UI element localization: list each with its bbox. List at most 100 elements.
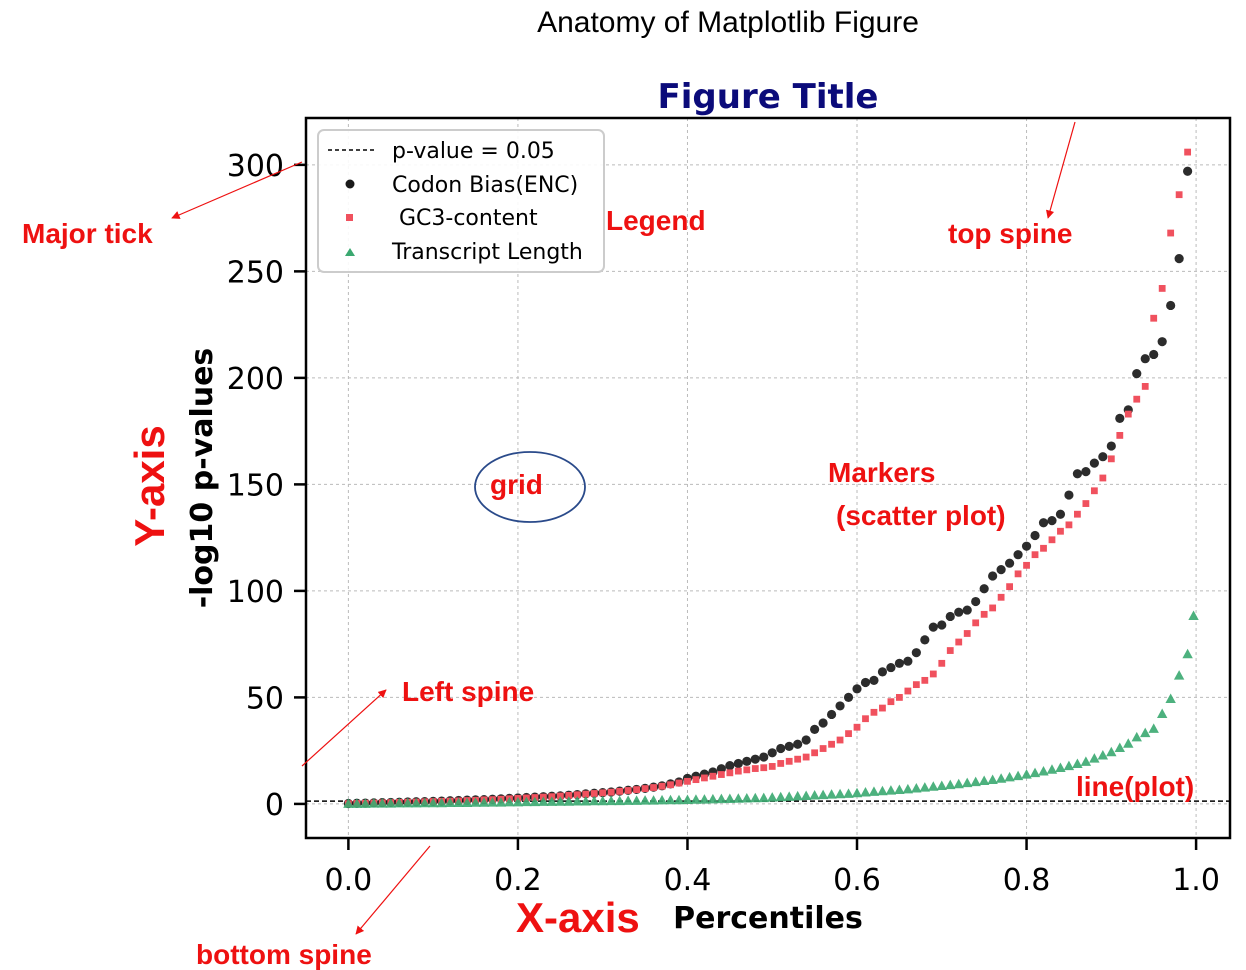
marker-transcript-length [894, 784, 905, 794]
marker-gc3-content [1141, 383, 1149, 390]
marker-transcript-length [377, 798, 388, 808]
annotations: Major tick Legend top spine Y-axis grid … [22, 121, 1194, 970]
marker-transcript-length [936, 780, 947, 790]
annotation-x-axis: X-axis [516, 894, 640, 941]
marker-codon-bias [937, 620, 947, 630]
marker-transcript-length [411, 797, 422, 808]
marker-codon-bias [784, 741, 794, 752]
marker-gc3-content [1065, 521, 1073, 529]
marker-transcript-length [461, 797, 473, 807]
marker-gc3-content [980, 610, 988, 618]
marker-gc3-content [895, 694, 903, 701]
marker-codon-bias [954, 607, 964, 617]
marker-gc3-content [870, 708, 878, 716]
marker-codon-bias [852, 684, 862, 694]
marker-transcript-length [495, 797, 507, 807]
marker-transcript-length [580, 796, 591, 806]
marker-transcript-length [1089, 753, 1100, 763]
marker-gc3-content [1116, 431, 1124, 439]
marker-gc3-content [785, 757, 793, 765]
marker-transcript-length [639, 795, 651, 805]
marker-gc3-content [1090, 487, 1098, 495]
marker-transcript-length [1029, 767, 1041, 778]
marker-transcript-length [572, 796, 583, 806]
marker-transcript-length [1080, 756, 1092, 766]
marker-codon-bias [1021, 541, 1032, 551]
marker-gc3-content [1023, 561, 1030, 569]
marker-transcript-length [834, 788, 846, 799]
marker-codon-bias [971, 596, 981, 607]
marker-codon-bias [742, 756, 752, 766]
legend-square-marker [346, 214, 353, 221]
marker-transcript-length [555, 796, 566, 806]
marker-transcript-length [521, 796, 532, 807]
marker-gc3-content [819, 745, 827, 752]
marker-transcript-length [851, 787, 863, 798]
marker-transcript-length [1055, 762, 1066, 773]
marker-transcript-length [953, 778, 964, 789]
marker-gc3-content [751, 765, 759, 772]
marker-transcript-length [962, 777, 973, 788]
marker-codon-bias [945, 611, 955, 622]
x-tick-label: 0.2 [494, 863, 542, 898]
marker-codon-bias [988, 571, 998, 581]
marker-transcript-length [538, 796, 549, 806]
marker-transcript-length [1097, 749, 1109, 760]
marker-codon-bias [1072, 469, 1083, 479]
marker-transcript-length [733, 793, 744, 803]
marker-transcript-length [1063, 760, 1075, 771]
marker-transcript-length [699, 794, 710, 804]
marker-codon-bias [1089, 458, 1099, 468]
marker-codon-bias [826, 709, 837, 720]
marker-gc3-content [1167, 229, 1175, 237]
marker-gc3-content [1074, 510, 1081, 518]
annotation-major-tick: Major tick [22, 218, 153, 249]
marker-gc3-content [650, 784, 657, 791]
x-axis-label: Percentiles [673, 901, 863, 936]
marker-transcript-length [427, 797, 439, 808]
marker-codon-bias [877, 667, 888, 677]
marker-codon-bias [767, 748, 777, 758]
marker-transcript-length [970, 776, 981, 787]
marker-gc3-content [1133, 395, 1141, 403]
marker-codon-bias [894, 658, 904, 668]
marker-gc3-content [904, 687, 912, 695]
marker-transcript-length [512, 796, 524, 807]
marker-gc3-content [641, 785, 649, 792]
marker-transcript-length [716, 793, 727, 804]
marker-gc3-content [794, 755, 802, 763]
marker-transcript-length [1123, 738, 1134, 748]
y-ticks: 0 50 100 150 200 250 300 [227, 149, 306, 823]
x-tick-label: 0.0 [325, 863, 373, 898]
marker-gc3-content [1057, 527, 1064, 535]
axes-spines [304, 116, 1232, 840]
marker-transcript-length [1140, 727, 1151, 738]
marker-transcript-length [945, 779, 956, 790]
marker-gc3-content [701, 774, 708, 782]
marker-transcript-length [529, 796, 541, 807]
marker-transcript-length [665, 794, 676, 805]
marker-codon-bias [1115, 413, 1125, 423]
marker-codon-bias [1174, 253, 1184, 264]
marker-gc3-content [1124, 410, 1132, 418]
arrow-left-spine [301, 689, 387, 767]
marker-transcript-length [741, 793, 753, 803]
marker-transcript-length [1004, 771, 1015, 782]
marker-codon-bias [996, 564, 1006, 575]
marker-transcript-length [800, 790, 812, 800]
marker-codon-bias [1038, 518, 1049, 528]
marker-gc3-content [709, 772, 717, 780]
marker-codon-bias [818, 718, 828, 728]
marker-transcript-length [758, 792, 769, 803]
marker-codon-bias [911, 648, 921, 658]
grid-lines [306, 118, 1230, 838]
marker-transcript-length [767, 792, 778, 802]
marker-transcript-length [343, 798, 354, 808]
marker-transcript-length [1165, 693, 1176, 704]
annotation-left-spine: Left spine [402, 676, 534, 707]
marker-codon-bias [835, 701, 845, 711]
marker-transcript-length [809, 790, 820, 800]
marker-gc3-content [607, 788, 615, 796]
marker-transcript-length [673, 794, 685, 805]
marker-gc3-content [1048, 536, 1056, 544]
